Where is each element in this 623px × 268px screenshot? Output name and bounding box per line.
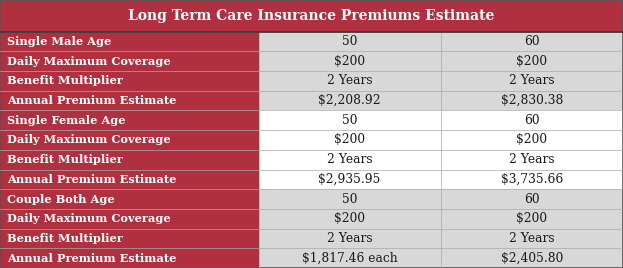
Text: $2,405.80: $2,405.80 bbox=[501, 252, 563, 265]
Text: Annual Premium Estimate: Annual Premium Estimate bbox=[7, 174, 177, 185]
Text: $3,735.66: $3,735.66 bbox=[501, 173, 563, 186]
Text: 60: 60 bbox=[524, 192, 540, 206]
Bar bbox=[441, 248, 623, 268]
Text: 50: 50 bbox=[342, 35, 358, 48]
Bar bbox=[441, 189, 623, 209]
Bar bbox=[441, 150, 623, 169]
Bar bbox=[441, 91, 623, 110]
Bar bbox=[259, 91, 441, 110]
Text: 60: 60 bbox=[524, 35, 540, 48]
Text: $200: $200 bbox=[334, 55, 365, 68]
Bar bbox=[0, 71, 259, 91]
Bar bbox=[441, 51, 623, 71]
Bar bbox=[0, 110, 259, 130]
Bar bbox=[0, 130, 259, 150]
Text: $200: $200 bbox=[334, 133, 365, 147]
Bar bbox=[0, 51, 259, 71]
Text: Long Term Care Insurance Premiums Estimate: Long Term Care Insurance Premiums Estima… bbox=[128, 9, 495, 23]
Text: Benefit Multiplier: Benefit Multiplier bbox=[7, 154, 123, 165]
Text: Daily Maximum Coverage: Daily Maximum Coverage bbox=[7, 135, 171, 146]
Bar bbox=[441, 130, 623, 150]
Text: Benefit Multiplier: Benefit Multiplier bbox=[7, 233, 123, 244]
Text: $200: $200 bbox=[516, 212, 548, 225]
Text: $200: $200 bbox=[516, 133, 548, 147]
Bar bbox=[441, 110, 623, 130]
Bar bbox=[441, 229, 623, 248]
Bar bbox=[259, 150, 441, 169]
Text: Couple Both Age: Couple Both Age bbox=[7, 193, 115, 204]
Text: $1,817.46 each: $1,817.46 each bbox=[302, 252, 397, 265]
Bar bbox=[0, 91, 259, 110]
Text: Annual Premium Estimate: Annual Premium Estimate bbox=[7, 95, 177, 106]
Bar bbox=[441, 209, 623, 229]
Text: 2 Years: 2 Years bbox=[327, 74, 373, 87]
Text: 50: 50 bbox=[342, 192, 358, 206]
Bar bbox=[259, 209, 441, 229]
Bar bbox=[0, 150, 259, 169]
Bar bbox=[0, 209, 259, 229]
Bar bbox=[259, 169, 441, 189]
Bar bbox=[0, 189, 259, 209]
Bar bbox=[259, 130, 441, 150]
Bar bbox=[0, 248, 259, 268]
Text: 2 Years: 2 Years bbox=[509, 232, 554, 245]
Text: 50: 50 bbox=[342, 114, 358, 127]
Text: $200: $200 bbox=[516, 55, 548, 68]
Bar bbox=[0, 169, 259, 189]
Bar bbox=[0, 32, 259, 51]
Text: Daily Maximum Coverage: Daily Maximum Coverage bbox=[7, 56, 171, 67]
Text: Benefit Multiplier: Benefit Multiplier bbox=[7, 75, 123, 86]
Text: 2 Years: 2 Years bbox=[509, 153, 554, 166]
Text: Annual Premium Estimate: Annual Premium Estimate bbox=[7, 253, 177, 264]
Text: 2 Years: 2 Years bbox=[509, 74, 554, 87]
Bar bbox=[259, 71, 441, 91]
Bar bbox=[259, 110, 441, 130]
Bar bbox=[259, 229, 441, 248]
Bar bbox=[259, 189, 441, 209]
Bar bbox=[441, 71, 623, 91]
Text: $2,935.95: $2,935.95 bbox=[318, 173, 381, 186]
Bar bbox=[259, 248, 441, 268]
Bar bbox=[259, 51, 441, 71]
Text: Daily Maximum Coverage: Daily Maximum Coverage bbox=[7, 213, 171, 224]
Bar bbox=[259, 32, 441, 51]
Text: 60: 60 bbox=[524, 114, 540, 127]
Bar bbox=[441, 32, 623, 51]
Text: 2 Years: 2 Years bbox=[327, 153, 373, 166]
Bar bbox=[0, 0, 623, 32]
Text: $2,830.38: $2,830.38 bbox=[501, 94, 563, 107]
Text: $200: $200 bbox=[334, 212, 365, 225]
Bar bbox=[0, 229, 259, 248]
Text: 2 Years: 2 Years bbox=[327, 232, 373, 245]
Text: $2,208.92: $2,208.92 bbox=[318, 94, 381, 107]
Text: Single Male Age: Single Male Age bbox=[7, 36, 112, 47]
Text: Single Female Age: Single Female Age bbox=[7, 115, 126, 126]
Bar bbox=[441, 169, 623, 189]
